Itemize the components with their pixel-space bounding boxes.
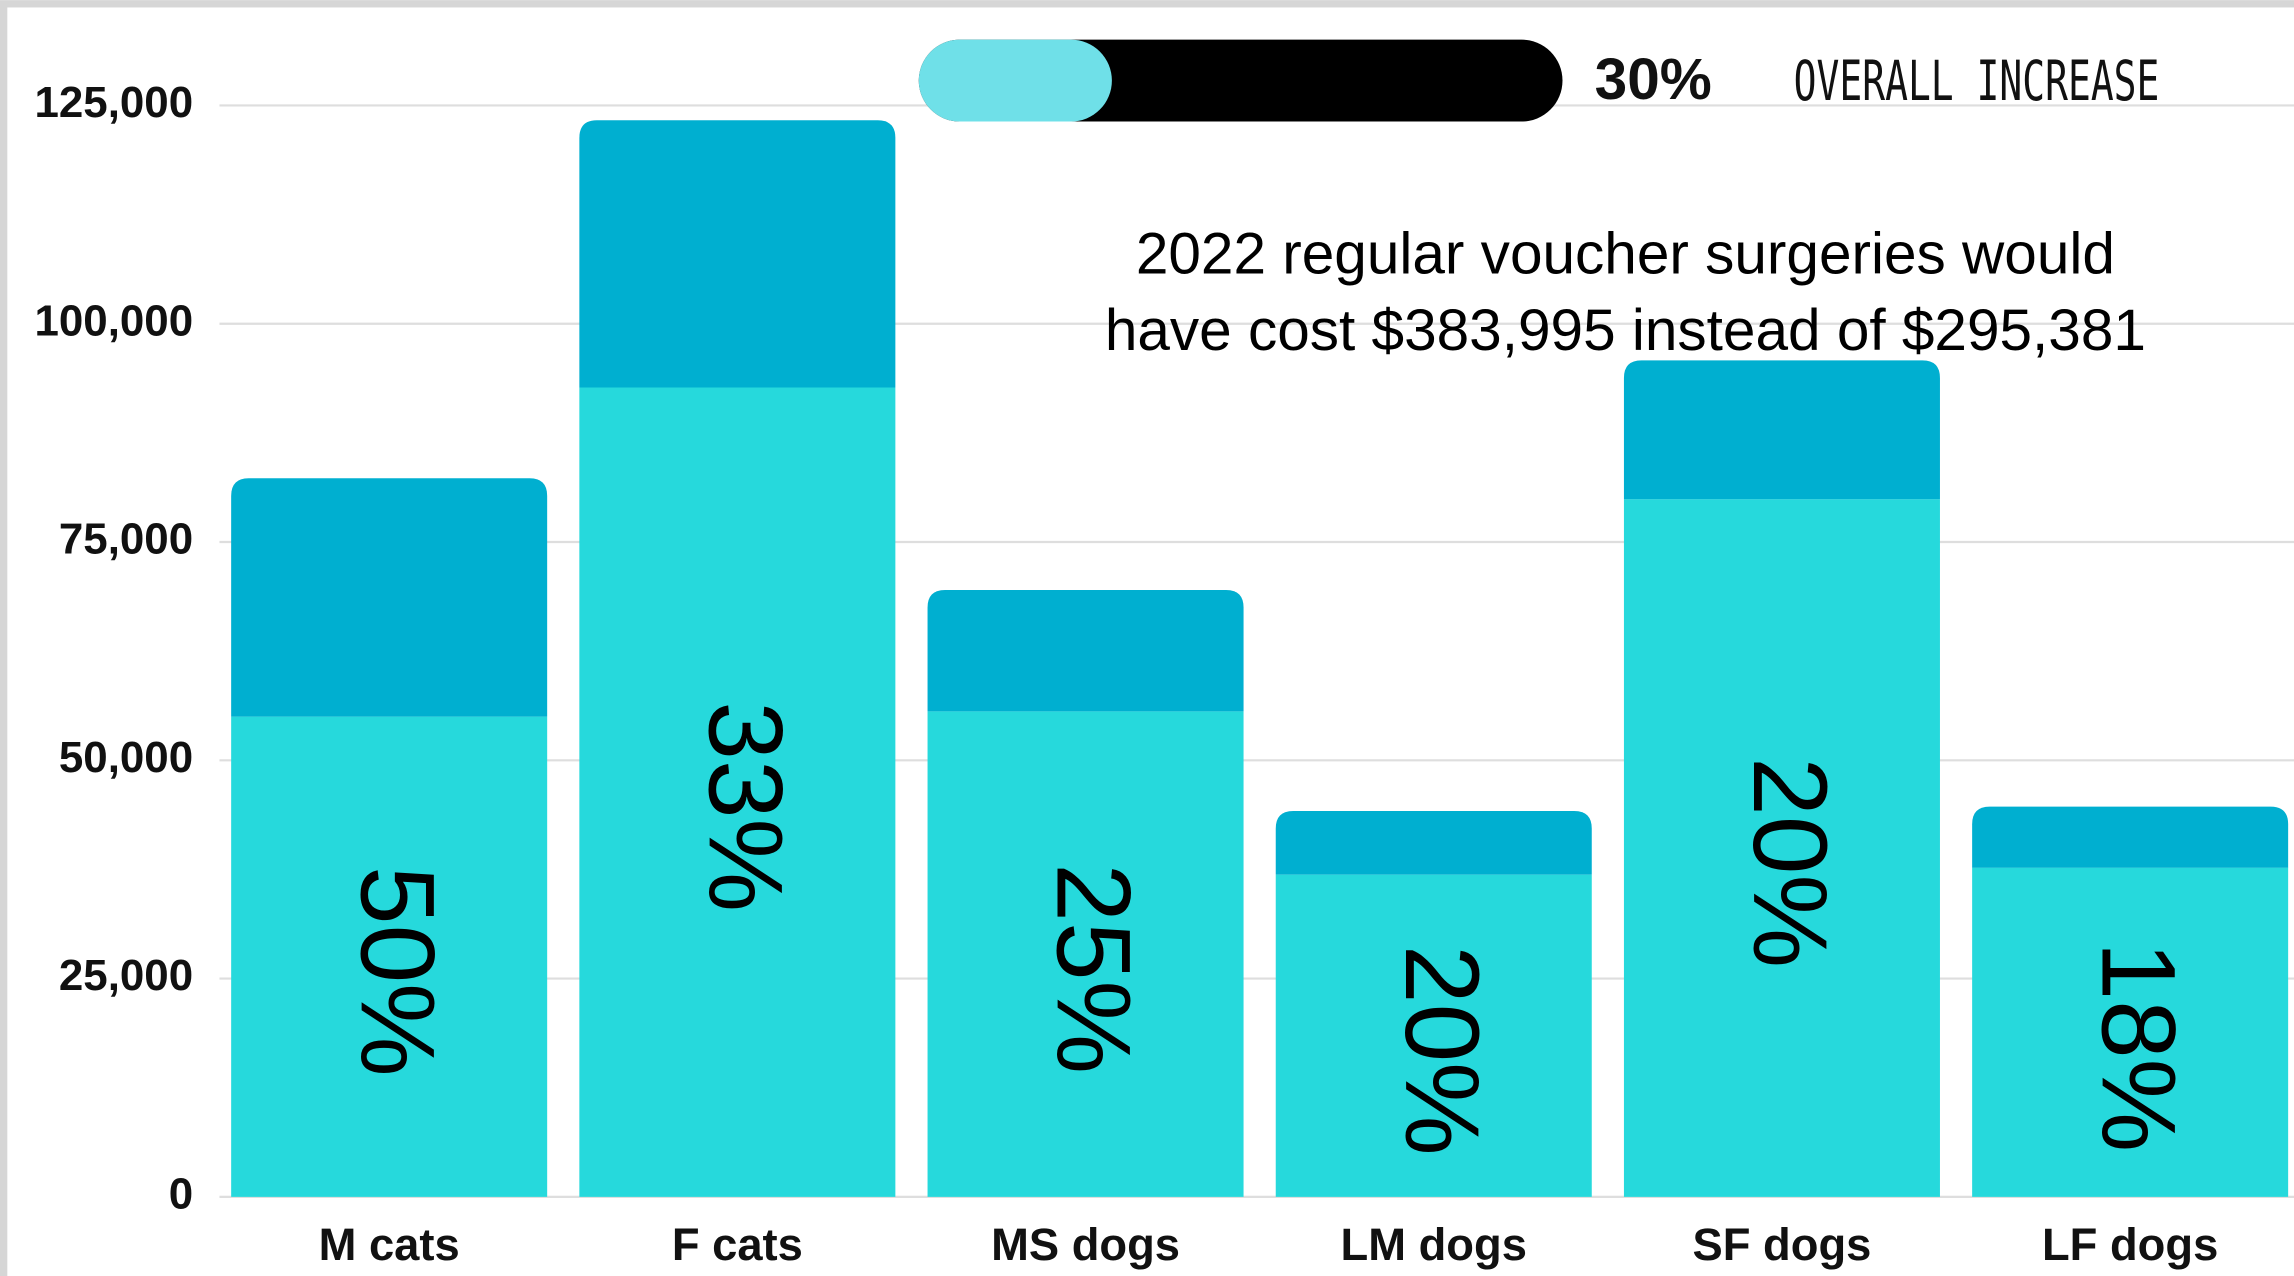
progress-fill [918,39,1112,122]
y-tick-label: 75,000 [59,515,193,564]
bar-segment [231,716,548,1197]
bar-label: 20% [1383,945,1500,1156]
labels: 0 25,000 50,000 75,000 100,000 125,000 50% M ca… [35,39,2218,1270]
bar-segment [1275,874,1592,1197]
bar-segment [927,711,1244,1197]
y-tick-label: 0 [169,1169,193,1218]
y-tick-label: 50,000 [59,733,193,782]
bar-segment [231,478,548,717]
bar-label: 33% [687,701,804,912]
bar-segment [1972,806,2289,868]
annotation: 2022 regular voucher surgeries would [1136,222,2115,287]
progress-text: OVERALL INCREASE [1794,49,2160,114]
y-tick-label: 25,000 [59,951,193,1000]
bar-label: 20% [1731,757,1848,968]
x-tick-label: LF dogs [2042,1219,2218,1270]
x-tick-label: LM dogs [1341,1219,1527,1270]
bar-label: 50% [338,866,455,1077]
annotation: have cost $383,995 instead of $295,381 [1105,298,2146,363]
bar-segment [1623,499,1940,1197]
progress-label: 30% [1595,47,1712,112]
y-tick-label: 100,000 [35,296,194,345]
x-tick-label: F cats [672,1219,803,1270]
bar-segment [927,590,1244,712]
bar-segment [1972,867,2289,1197]
x-tick-label: MS dogs [991,1219,1180,1270]
y-tick-label: 125,000 [35,78,194,127]
bar-segment [579,120,896,388]
bar-label: 18% [2079,942,2196,1153]
bar-segment [1275,810,1592,875]
bar-label: 25% [1035,863,1152,1074]
bar-segment [579,387,896,1197]
x-tick-label: SF dogs [1693,1219,1872,1270]
x-tick-label: M cats [319,1219,460,1270]
bar-segment [1623,360,1940,500]
bars [231,120,2289,1197]
grid [219,104,2294,1198]
